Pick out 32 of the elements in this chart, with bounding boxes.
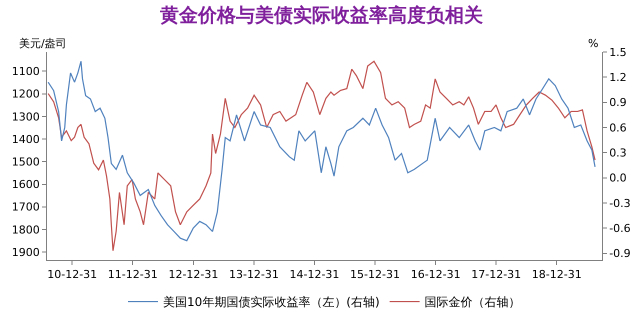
y2-tick-label: 0.3 <box>609 146 627 160</box>
y2-tick-label: -0.3 <box>609 196 631 210</box>
y-tick-label: 1800 <box>12 223 40 236</box>
x-tick-label: 18-12-31 <box>532 268 582 282</box>
y-tick-label: 1100 <box>12 65 40 78</box>
y2-tick-label: -0.9 <box>609 247 631 260</box>
y-tick-label: 1300 <box>12 110 40 124</box>
x-tick-label: 11-12-31 <box>108 268 158 282</box>
y-axis-title: 美元/盎司 <box>19 37 67 50</box>
x-tick-label: 13-12-31 <box>228 268 279 282</box>
y-tick-label: 1700 <box>12 200 40 214</box>
y2-tick-label: 0.6 <box>609 121 627 134</box>
legend-label: 国际金价（右轴） <box>424 295 521 310</box>
y-tick-label: 1400 <box>12 132 40 146</box>
y-tick-label: 1500 <box>12 156 40 168</box>
y2-tick-label: 0.9 <box>609 96 627 110</box>
x-tick-label: 17-12-31 <box>471 268 522 282</box>
y-tick-label: 1600 <box>12 178 40 192</box>
legend-label: 美国10年期国债实际收益率（左）(右轴) <box>163 295 380 310</box>
y2-tick-label: 1.5 <box>609 46 627 59</box>
y2-tick-label: 1.2 <box>609 71 627 84</box>
x-tick-label: 10-12-31 <box>47 268 98 282</box>
x-tick-label: 12-12-31 <box>168 268 218 282</box>
x-tick-label: 14-12-31 <box>290 268 340 282</box>
y2-axis-title: % <box>588 37 598 50</box>
y2-tick-label: -0.6 <box>609 222 631 235</box>
x-tick-label: 15-12-31 <box>350 268 400 282</box>
y-tick-label: 1200 <box>12 88 40 101</box>
x-tick-label: 16-12-31 <box>410 268 461 282</box>
y2-tick-label: 0.0 <box>609 172 627 185</box>
chart-title: 黄金价格与美债实际收益率高度负相关 <box>159 4 483 26</box>
y-tick-label: 1900 <box>12 246 40 259</box>
